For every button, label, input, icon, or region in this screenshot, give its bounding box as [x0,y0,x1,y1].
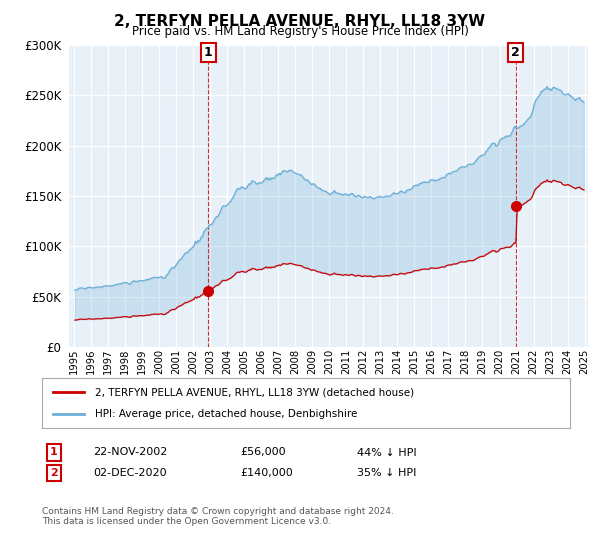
Text: £56,000: £56,000 [240,447,286,458]
Text: 2, TERFYN PELLA AVENUE, RHYL, LL18 3YW: 2, TERFYN PELLA AVENUE, RHYL, LL18 3YW [115,14,485,29]
Text: 2: 2 [511,46,520,59]
Text: 44% ↓ HPI: 44% ↓ HPI [357,447,416,458]
Text: HPI: Average price, detached house, Denbighshire: HPI: Average price, detached house, Denb… [95,409,357,419]
Text: 2, TERFYN PELLA AVENUE, RHYL, LL18 3YW (detached house): 2, TERFYN PELLA AVENUE, RHYL, LL18 3YW (… [95,387,414,397]
Text: Contains HM Land Registry data © Crown copyright and database right 2024.
This d: Contains HM Land Registry data © Crown c… [42,507,394,526]
Text: 2: 2 [50,468,58,478]
Text: Price paid vs. HM Land Registry's House Price Index (HPI): Price paid vs. HM Land Registry's House … [131,25,469,38]
Text: 1: 1 [204,46,212,59]
Text: 22-NOV-2002: 22-NOV-2002 [93,447,167,458]
Text: 02-DEC-2020: 02-DEC-2020 [93,468,167,478]
Text: 1: 1 [50,447,58,458]
Text: £140,000: £140,000 [240,468,293,478]
Text: 35% ↓ HPI: 35% ↓ HPI [357,468,416,478]
